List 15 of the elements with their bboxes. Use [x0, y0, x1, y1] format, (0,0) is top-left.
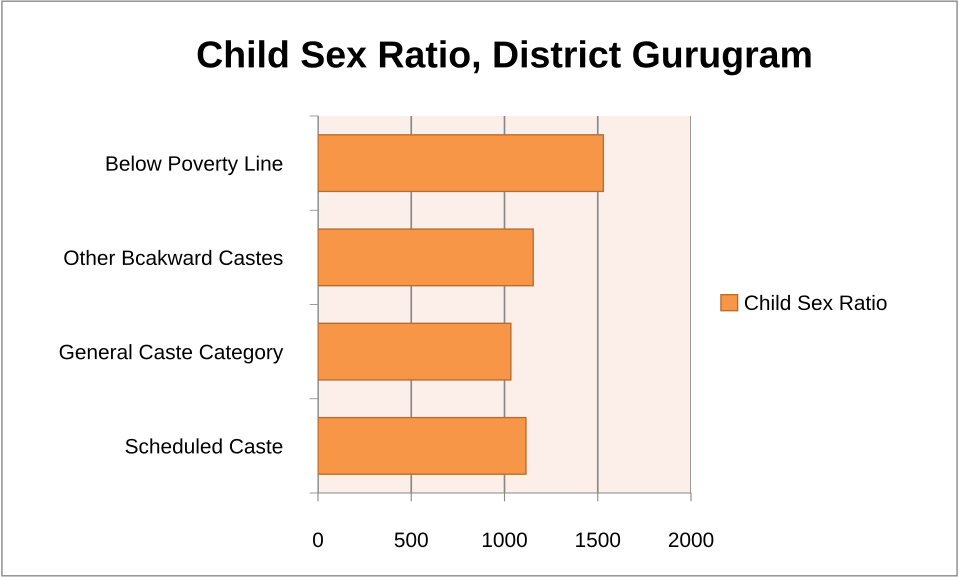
- y-tick-label: Other Bcakward Castes: [64, 250, 283, 266]
- bar: [318, 228, 534, 286]
- y-tick-label: Below Poverty Line: [106, 156, 282, 175]
- bar: [318, 322, 512, 381]
- x-tick-label: 1500: [576, 532, 620, 548]
- bar: [318, 416, 527, 475]
- y-tick-label: General Caste Category: [60, 344, 284, 364]
- x-tick-label: 0: [313, 532, 323, 548]
- x-tick-label: 1000: [482, 532, 527, 548]
- x-tick-label: 2000: [668, 532, 714, 548]
- bar: [318, 134, 604, 192]
- x-tick-label: 500: [394, 532, 428, 548]
- y-tick-label: Scheduled Caste: [126, 438, 282, 454]
- chart-title: Child Sex Ratio, District Gurugram: [198, 40, 811, 76]
- legend-label: Child Sex Ratio: [744, 294, 887, 310]
